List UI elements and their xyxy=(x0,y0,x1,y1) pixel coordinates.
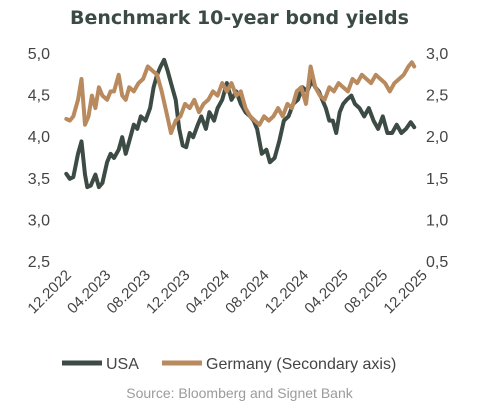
left-tick-label: 3,0 xyxy=(28,212,50,229)
series-layer xyxy=(64,57,417,190)
right-tick-label: 0,5 xyxy=(426,254,448,271)
left-tick-label: 4,0 xyxy=(28,129,50,146)
legend-label-germany: Germany (Secondary axis) xyxy=(206,356,396,373)
series-line-germany xyxy=(64,60,417,135)
source-note: Source: Bloomberg and Signet Bank xyxy=(126,385,353,401)
x-axis-ticks: 12.202204.202308.202312.202304.202408.20… xyxy=(24,267,430,317)
left-tick-label: 3,5 xyxy=(28,171,50,188)
legend-label-usa: USA xyxy=(106,356,139,373)
right-tick-label: 3,0 xyxy=(426,46,448,63)
x-tick-label: 12.2025 xyxy=(380,267,430,317)
left-tick-label: 5,0 xyxy=(28,46,50,63)
right-tick-label: 2,0 xyxy=(426,129,448,146)
legend: USA Germany (Secondary axis) xyxy=(62,356,396,373)
right-axis-ticks: 3,0 2,5 2,0 1,5 1,0 0,5 xyxy=(426,46,448,271)
chart-title: Benchmark 10-year bond yields xyxy=(70,7,409,29)
series-line-usa xyxy=(64,57,417,190)
right-tick-label: 2,5 xyxy=(426,88,448,105)
left-axis-ticks: 5,0 4,5 4,0 3,5 3,0 2,5 xyxy=(28,46,50,271)
right-tick-label: 1,0 xyxy=(426,212,448,229)
right-tick-label: 1,5 xyxy=(426,171,448,188)
left-tick-label: 2,5 xyxy=(28,254,50,271)
left-tick-label: 4,5 xyxy=(28,88,50,105)
